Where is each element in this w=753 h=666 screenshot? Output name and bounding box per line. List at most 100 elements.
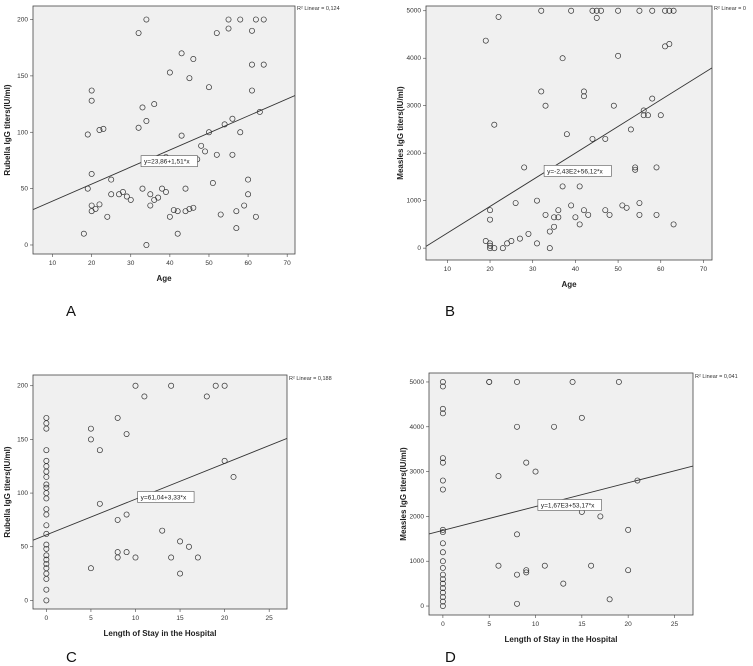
data-point bbox=[439, 540, 446, 547]
data-point bbox=[221, 382, 228, 389]
data-point bbox=[523, 569, 530, 576]
data-point bbox=[166, 213, 173, 220]
data-point bbox=[606, 211, 613, 218]
data-point bbox=[514, 531, 520, 538]
data-point bbox=[439, 486, 446, 493]
data-point bbox=[439, 594, 446, 601]
data-point bbox=[551, 223, 558, 230]
data-point bbox=[127, 196, 134, 203]
data-point bbox=[439, 529, 446, 536]
data-point bbox=[209, 180, 216, 186]
data-point bbox=[252, 213, 259, 220]
data-point bbox=[159, 527, 166, 534]
data-point bbox=[249, 61, 255, 68]
equation-box bbox=[137, 491, 195, 503]
data-point bbox=[100, 125, 107, 132]
data-point bbox=[92, 205, 99, 212]
data-point bbox=[602, 135, 609, 142]
data-point bbox=[491, 245, 498, 252]
data-point bbox=[213, 30, 220, 37]
data-point bbox=[139, 104, 146, 111]
data-point bbox=[233, 225, 240, 232]
data-point bbox=[43, 586, 50, 593]
data-point bbox=[640, 107, 647, 114]
data-point bbox=[439, 455, 446, 462]
data-point bbox=[670, 221, 677, 228]
equation-label: y=23,86+1,51*x bbox=[144, 159, 190, 166]
y-tick-label: 1000 bbox=[410, 558, 425, 565]
data-point bbox=[569, 379, 576, 385]
data-point bbox=[186, 543, 192, 550]
data-point bbox=[670, 7, 677, 14]
data-point bbox=[43, 414, 50, 421]
data-point bbox=[645, 112, 651, 119]
x-tick-label: 50 bbox=[205, 260, 213, 267]
data-point bbox=[625, 526, 632, 533]
panel-letter: D bbox=[445, 649, 456, 666]
data-point bbox=[237, 16, 244, 23]
data-point bbox=[551, 214, 558, 221]
r2-label: R² Linear = 0 bbox=[714, 6, 746, 12]
scatter-panel-b: 10 20 30 40 50 60 70 0 1000 2000 3000 4000 5000 y=-2,… bbox=[396, 5, 746, 320]
x-tick-label: 20 bbox=[625, 621, 633, 628]
x-tick-label: 10 bbox=[532, 621, 540, 628]
data-point bbox=[212, 382, 219, 389]
y-tick-label: 50 bbox=[21, 544, 29, 551]
data-point bbox=[88, 171, 95, 177]
equation-box bbox=[537, 499, 602, 511]
panel-letter: A bbox=[66, 303, 76, 320]
data-point bbox=[636, 211, 643, 218]
data-point bbox=[572, 214, 579, 221]
data-point bbox=[123, 431, 130, 437]
x-tick-label: 30 bbox=[529, 266, 537, 273]
data-point bbox=[589, 135, 596, 142]
data-point bbox=[260, 61, 267, 68]
data-point bbox=[108, 176, 115, 183]
y-tick-label: 0 bbox=[24, 597, 28, 604]
data-point bbox=[43, 481, 50, 488]
data-point bbox=[166, 69, 173, 76]
x-tick-label: 0 bbox=[45, 615, 49, 622]
x-axis-title: Length of Stay in the Hospital bbox=[505, 635, 618, 644]
data-point bbox=[132, 382, 139, 389]
data-point bbox=[114, 414, 121, 421]
data-point bbox=[203, 393, 210, 400]
data-point bbox=[486, 379, 493, 385]
data-point bbox=[241, 202, 248, 209]
data-point bbox=[568, 7, 575, 14]
x-tick-label: 20 bbox=[221, 615, 229, 622]
data-point bbox=[538, 7, 545, 14]
data-point bbox=[143, 242, 150, 248]
data-point bbox=[84, 185, 91, 192]
data-point bbox=[190, 56, 197, 62]
data-point bbox=[88, 97, 95, 104]
data-point bbox=[521, 164, 528, 171]
equation-label: y=1,67E3+53,17*x bbox=[541, 502, 595, 509]
data-point bbox=[576, 221, 583, 228]
equation-label: y=-2,43E2+56,12*x bbox=[547, 168, 603, 175]
data-point bbox=[585, 211, 592, 218]
y-tick-label: 4000 bbox=[407, 55, 422, 62]
y-tick-label: 0 bbox=[417, 245, 421, 252]
data-point bbox=[147, 191, 154, 198]
data-point bbox=[170, 207, 177, 213]
equation-box bbox=[543, 165, 612, 177]
data-point bbox=[649, 95, 656, 102]
x-tick-label: 10 bbox=[132, 615, 140, 622]
data-point bbox=[542, 211, 549, 218]
data-point bbox=[260, 16, 267, 23]
data-point bbox=[439, 477, 446, 484]
equation-box bbox=[140, 155, 198, 167]
data-point bbox=[580, 93, 587, 100]
data-point bbox=[542, 102, 549, 109]
data-point bbox=[43, 556, 50, 563]
data-point bbox=[578, 414, 585, 421]
y-tick-label: 4000 bbox=[410, 424, 425, 431]
data-point bbox=[615, 379, 622, 385]
data-point bbox=[589, 7, 596, 14]
plot-area bbox=[428, 372, 694, 616]
data-point bbox=[514, 571, 520, 578]
data-point bbox=[532, 468, 539, 475]
data-point bbox=[87, 436, 94, 443]
data-point bbox=[177, 538, 184, 545]
